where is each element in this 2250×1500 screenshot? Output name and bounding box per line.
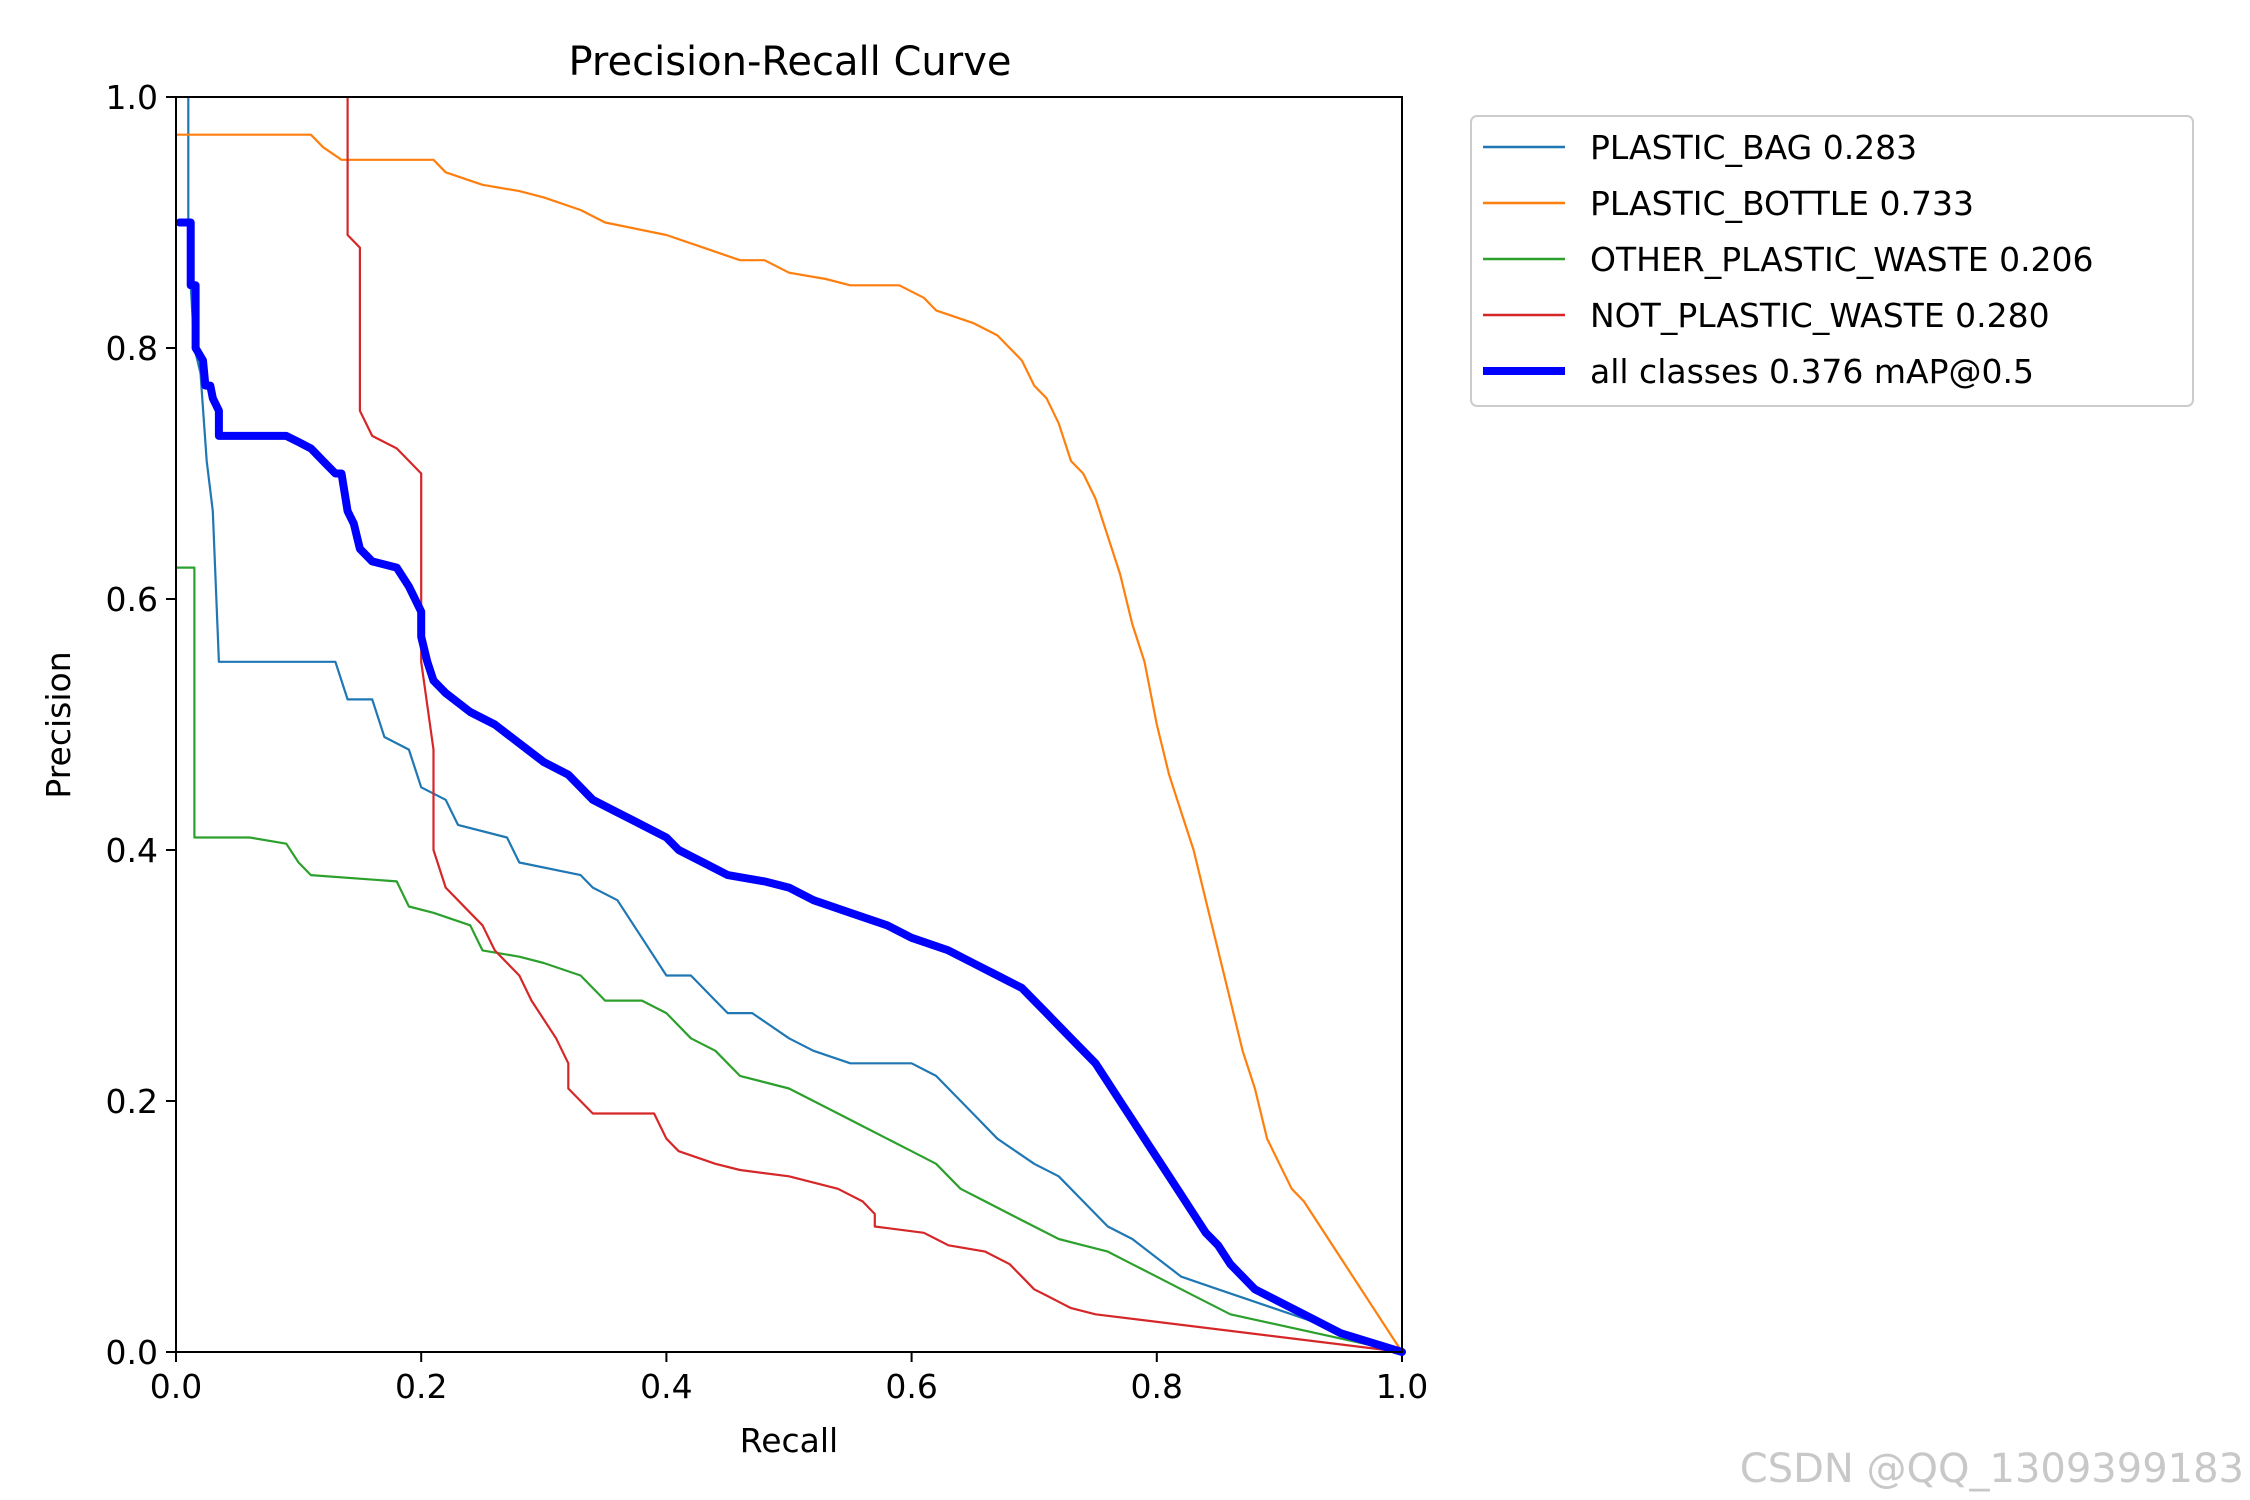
y-tick-label: 0.8 bbox=[106, 329, 158, 368]
y-axis-label: Precision bbox=[39, 651, 78, 798]
series-line-4 bbox=[175, 218, 1406, 1356]
x-tick-label: 0.4 bbox=[640, 1367, 692, 1406]
x-tick-label: 1.0 bbox=[1376, 1367, 1428, 1406]
y-tick-label: 0.2 bbox=[106, 1082, 158, 1121]
series-line-0 bbox=[187, 95, 1404, 1354]
plot-frame bbox=[175, 96, 1403, 1353]
series-line-1 bbox=[174, 133, 1404, 1354]
legend-label-2: OTHER_PLASTIC_WASTE 0.206 bbox=[1590, 240, 2094, 279]
watermark: CSDN @QQ_1309399183 bbox=[1739, 1446, 2244, 1492]
legend-box bbox=[1470, 115, 2194, 407]
legend-label-0: PLASTIC_BAG 0.283 bbox=[1590, 128, 1917, 167]
y-tick-label: 0.0 bbox=[106, 1333, 158, 1372]
x-tick-label: 0.2 bbox=[395, 1367, 447, 1406]
legend-label-1: PLASTIC_BOTTLE 0.733 bbox=[1590, 184, 1974, 223]
chart-title: Precision-Recall Curve bbox=[569, 39, 1012, 85]
x-tick-label: 0.8 bbox=[1131, 1367, 1183, 1406]
y-tick-label: 1.0 bbox=[106, 78, 158, 117]
series-line-2 bbox=[174, 566, 1404, 1354]
x-axis-label: Recall bbox=[740, 1421, 838, 1460]
x-tick-label: 0.0 bbox=[150, 1367, 202, 1406]
legend-label-4: all classes 0.376 mAP@0.5 bbox=[1590, 352, 2034, 391]
legend-label-3: NOT_PLASTIC_WASTE 0.280 bbox=[1590, 296, 2050, 335]
y-tick-label: 0.6 bbox=[106, 580, 158, 619]
legend: PLASTIC_BAG 0.283 PLASTIC_BOTTLE 0.733 OTH… bbox=[1470, 115, 2194, 407]
y-tick-label: 0.4 bbox=[106, 831, 158, 870]
x-tick-label: 0.6 bbox=[885, 1367, 937, 1406]
